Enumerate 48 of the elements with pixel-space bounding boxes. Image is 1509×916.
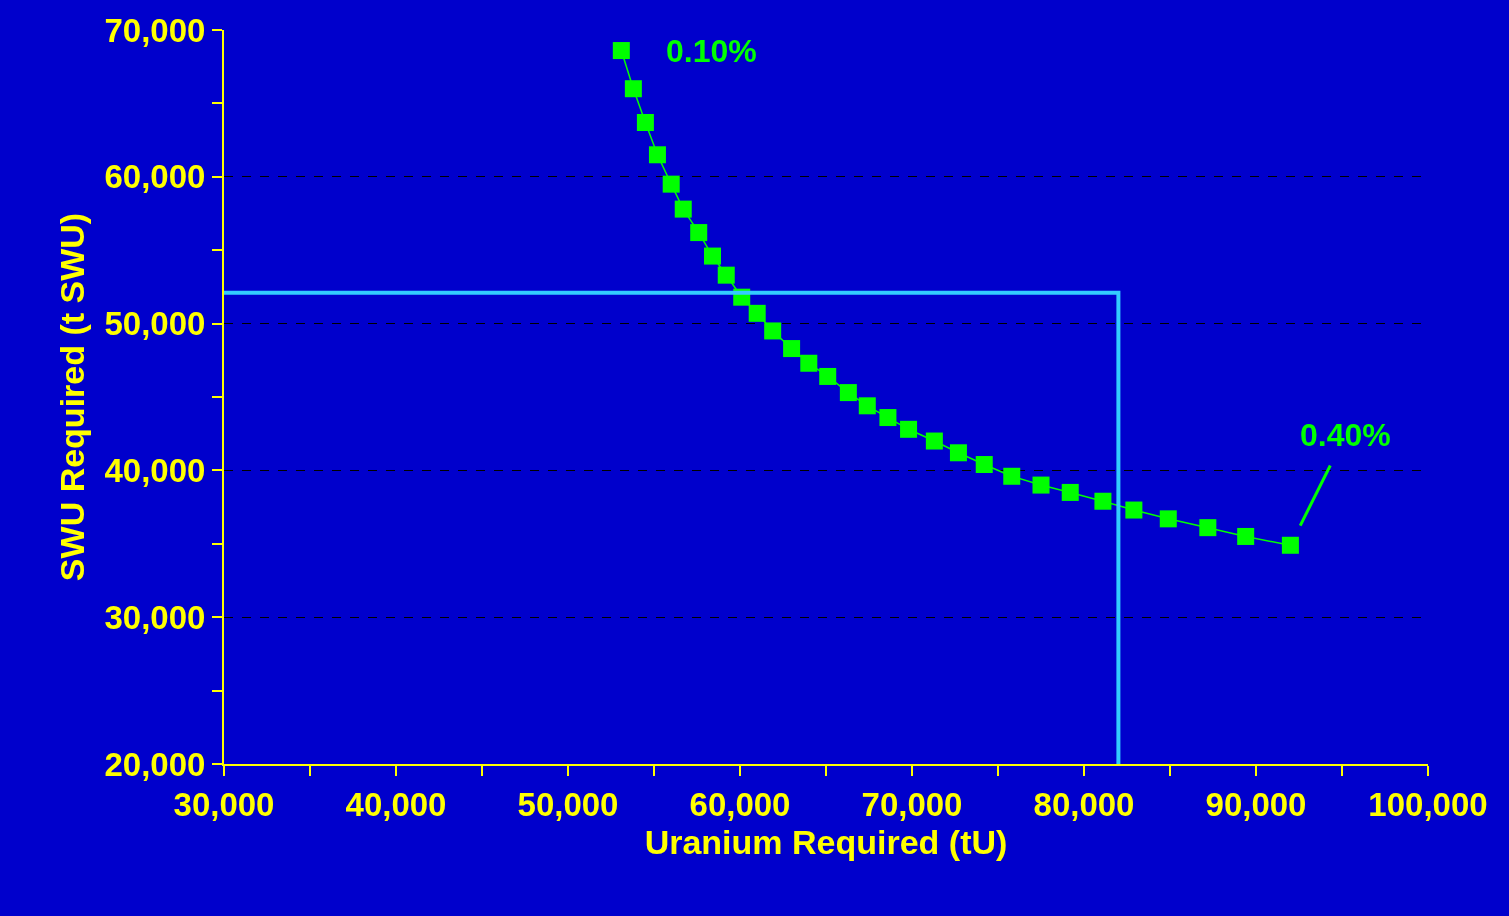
point (648, 146, 666, 164)
y-tick-label: 50,000 (104, 305, 206, 343)
point (1281, 536, 1299, 554)
x-tick-label: 50,000 (517, 785, 619, 823)
point (1237, 527, 1255, 545)
point (748, 304, 766, 322)
point (612, 42, 630, 60)
point (783, 340, 801, 358)
x-tick-label: 90,000 (1205, 785, 1307, 823)
point (1125, 501, 1143, 519)
point (703, 247, 721, 265)
annotation: 0.10% (666, 33, 757, 69)
point (858, 397, 876, 415)
point (662, 175, 680, 193)
point (1061, 483, 1079, 501)
point (624, 80, 642, 98)
annotation: 0.40% (1300, 417, 1391, 453)
x-tick-label: 30,000 (173, 785, 275, 823)
point (764, 322, 782, 340)
point (839, 384, 857, 402)
y-tick-label: 20,000 (104, 745, 206, 783)
y-axis-title: SWU Required (t SWU) (52, 212, 91, 582)
point (1003, 467, 1021, 485)
point (879, 409, 897, 427)
point (1032, 476, 1050, 494)
point (1199, 519, 1217, 537)
x-tick-label: 80,000 (1033, 785, 1135, 823)
point (800, 354, 818, 372)
point (900, 420, 918, 438)
x-tick-label: 100,000 (1368, 785, 1488, 823)
y-tick-label: 30,000 (104, 598, 206, 636)
point (1094, 492, 1112, 510)
point (674, 200, 692, 218)
y-tick-label: 60,000 (104, 158, 206, 196)
point (975, 456, 993, 474)
point (819, 367, 837, 385)
point (1159, 510, 1177, 528)
point (717, 266, 735, 284)
point (925, 432, 943, 450)
point (690, 224, 708, 242)
point (949, 444, 967, 462)
y-tick-label: 40,000 (104, 451, 206, 489)
x-tick-label: 70,000 (861, 785, 963, 823)
point (636, 113, 654, 131)
y-tick-label: 70,000 (104, 11, 206, 49)
x-tick-label: 40,000 (345, 785, 447, 823)
x-tick-label: 60,000 (689, 785, 791, 823)
x-axis-title: Uranium Required (tU) (644, 822, 1008, 861)
